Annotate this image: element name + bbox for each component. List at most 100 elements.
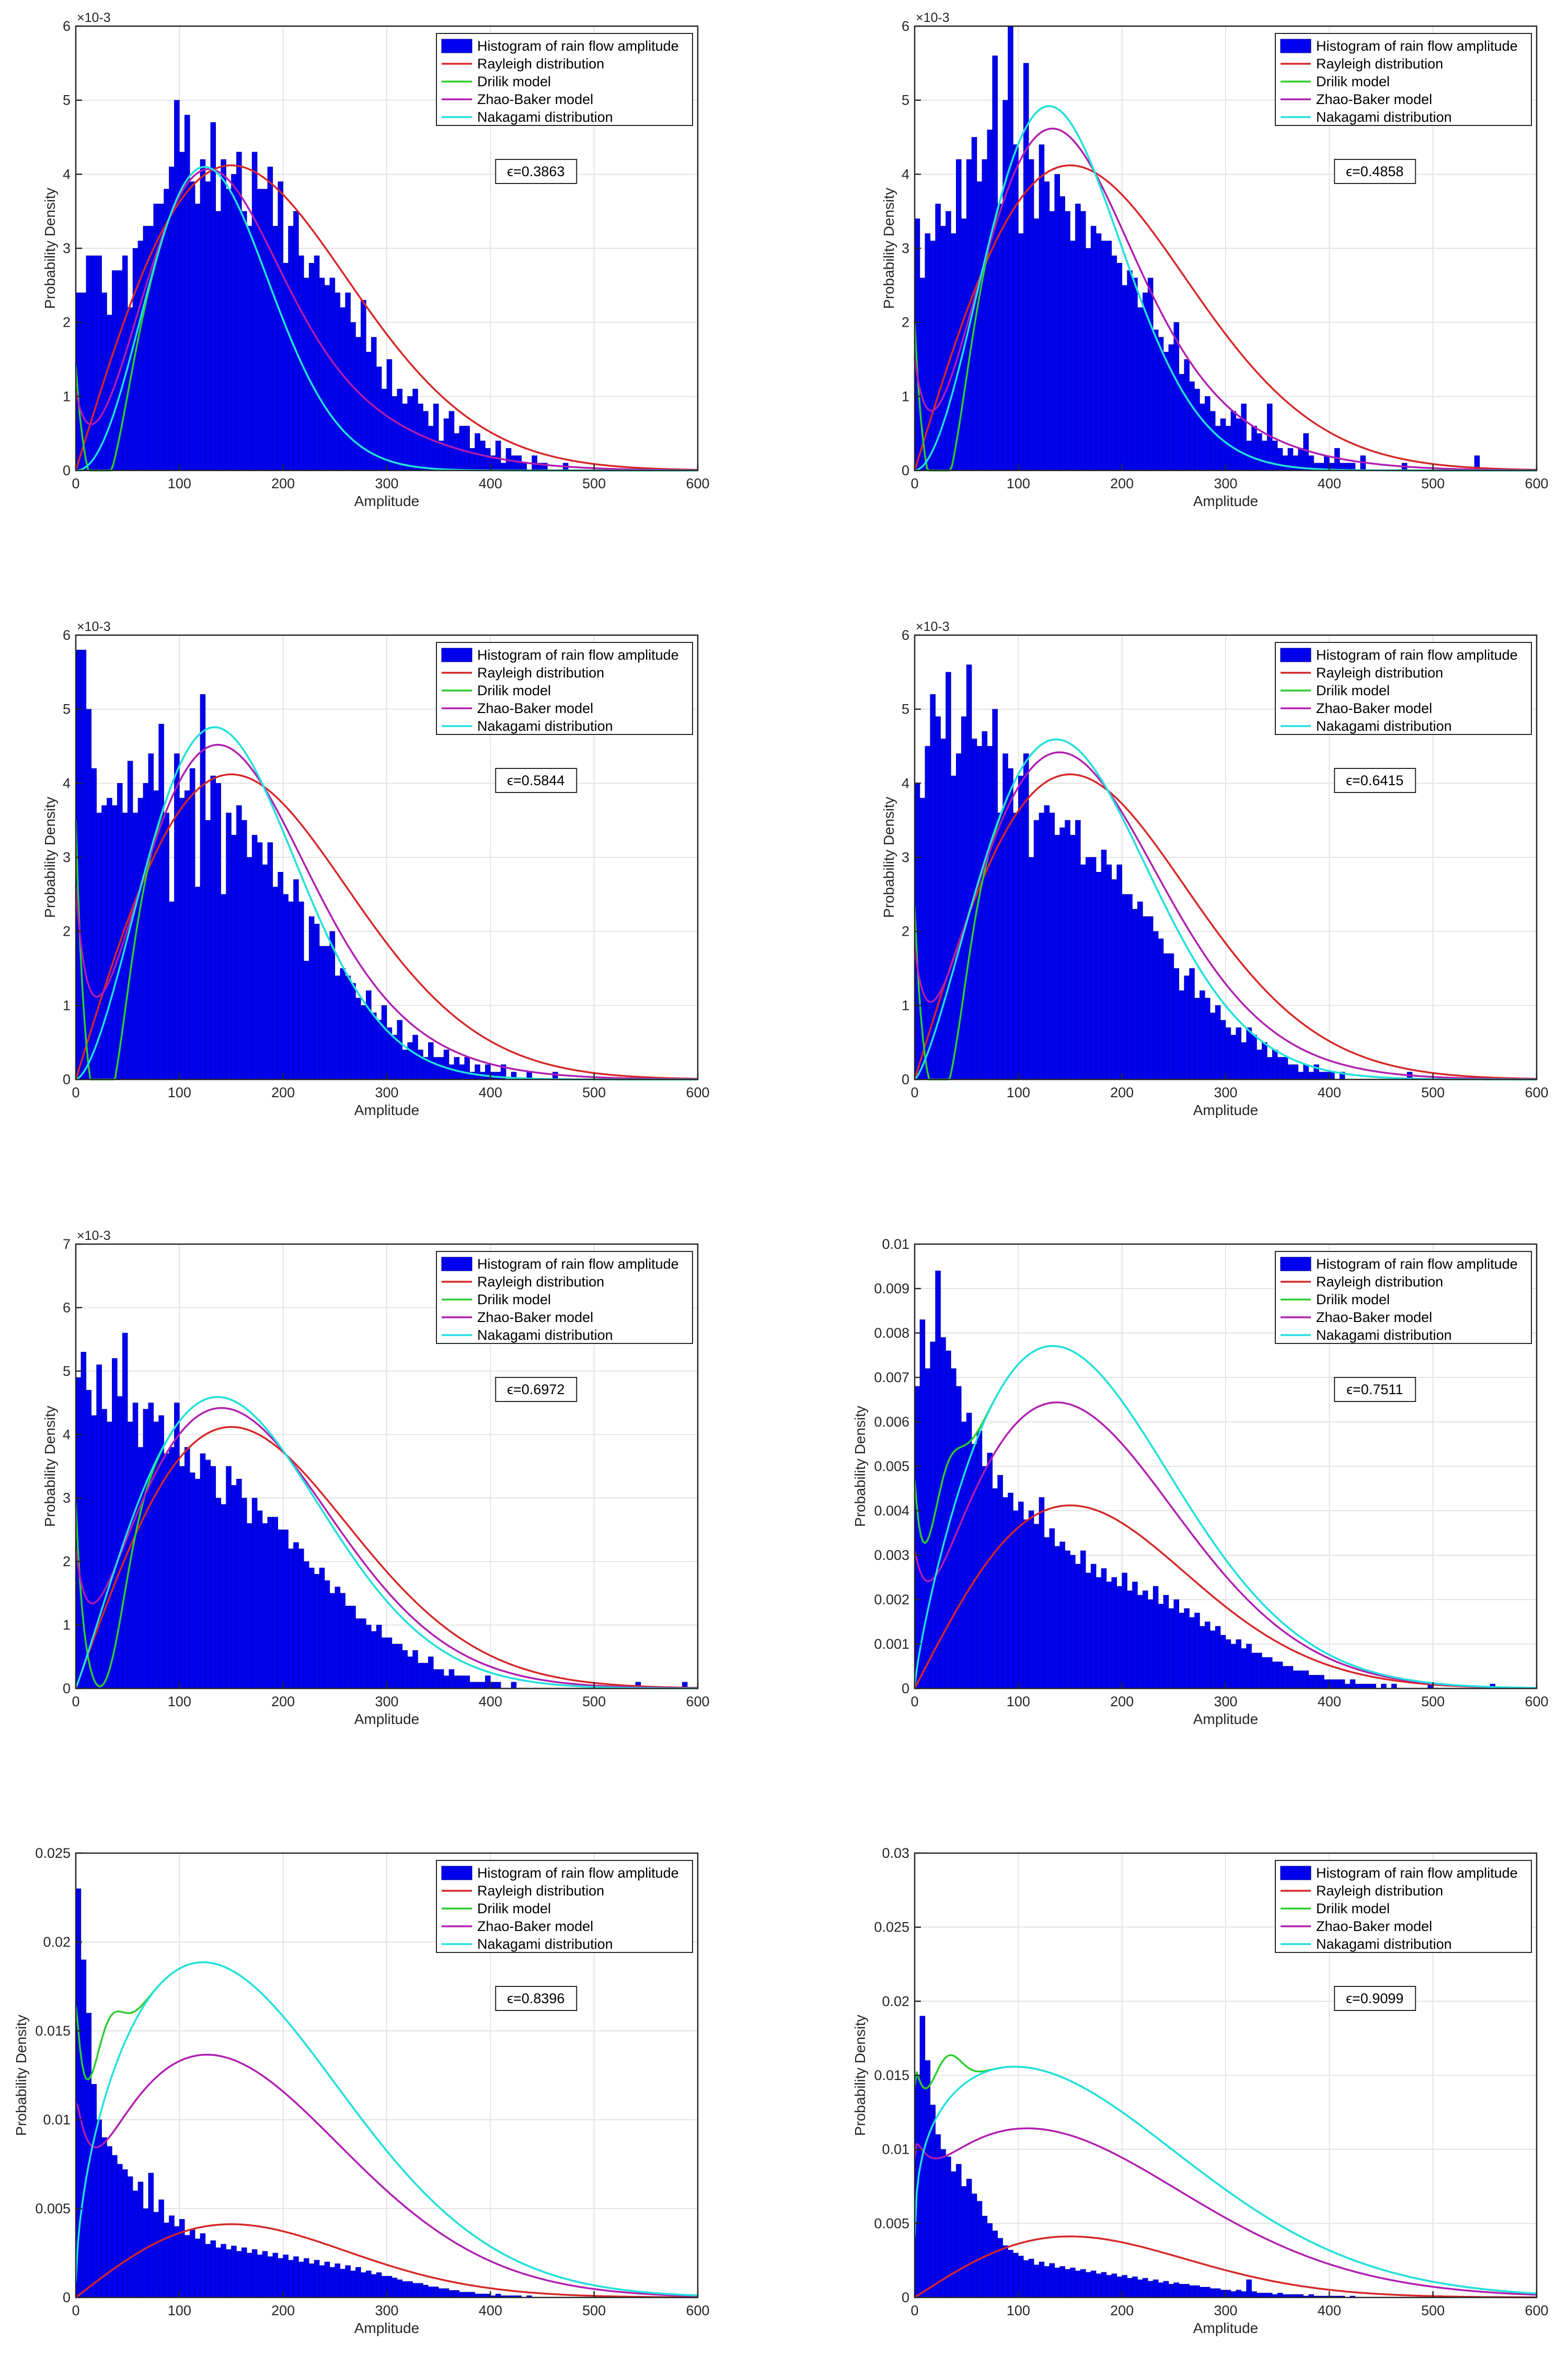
histogram-bar (148, 1403, 154, 1689)
legend-entry: Zhao-Baker model (477, 700, 593, 716)
histogram-bar (1179, 2284, 1184, 2298)
legend-entry: Drilik model (477, 1292, 551, 1307)
histogram-bar (1205, 2286, 1210, 2298)
histogram-bar (982, 731, 988, 1080)
legend-entry: Nakagami distribution (477, 718, 613, 734)
histogram-bar (997, 1475, 1003, 1689)
y-tick-label: 0 (902, 1681, 909, 1696)
y-tick-label: 1 (63, 388, 71, 404)
histogram-bar (443, 2288, 449, 2298)
histogram-bar (386, 1637, 393, 1689)
histogram-bar (1236, 1027, 1242, 1080)
x-tick-label: 0 (910, 476, 918, 491)
histogram-bar (1116, 2277, 1122, 2298)
y-tick-label: 6 (63, 1300, 71, 1315)
legend-swatch-histogram (1280, 648, 1311, 662)
histogram-bar (407, 396, 413, 471)
histogram-bar (335, 292, 341, 471)
y-tick-label: 2 (63, 1554, 71, 1569)
histogram-bar (319, 2265, 325, 2298)
histogram-bar (1101, 2272, 1107, 2298)
histogram-bar (283, 2255, 289, 2298)
histogram-bar (1039, 144, 1045, 471)
legend-entry: Zhao-Baker model (477, 91, 593, 107)
histogram-bar (308, 263, 315, 471)
histogram-bar (475, 1682, 480, 1689)
curve-rayleigh (75, 773, 698, 1080)
legend-entry: Drilik model (477, 1901, 551, 1916)
histogram-bar (1225, 1027, 1231, 1080)
x-tick-label: 400 (479, 1085, 502, 1100)
histogram-bar (1293, 1670, 1299, 1689)
histogram-bar (1106, 1581, 1112, 1689)
legend-entry: Nakagami distribution (1316, 1936, 1452, 1952)
x-tick-label: 600 (1525, 476, 1548, 491)
histogram-bar (86, 709, 92, 1080)
x-tick-label: 500 (582, 1694, 606, 1709)
histogram-bar (1298, 1670, 1304, 1689)
histogram-bar (1008, 26, 1013, 471)
histogram-bar (1033, 820, 1040, 1080)
y-axis-exponent: ×10-3 (77, 10, 111, 25)
histogram-bar (418, 2283, 423, 2298)
histogram-bar (1303, 1064, 1309, 1080)
histogram-bar (210, 122, 216, 471)
histogram-bar (516, 455, 522, 471)
histogram-bar (329, 1593, 336, 1689)
histogram-bar (925, 1368, 931, 1689)
y-tick-label: 0 (63, 1072, 71, 1087)
histogram-bar (164, 2222, 169, 2298)
histogram-bar (226, 812, 232, 1080)
histogram-bar (1189, 968, 1195, 1080)
histogram-bar (1319, 1675, 1324, 1689)
histogram-bar (402, 2281, 408, 2298)
histogram-bar (1256, 1652, 1262, 1689)
histogram-bar (464, 1675, 470, 1689)
histogram-bar (1023, 2260, 1029, 2298)
histogram-bar (1179, 1613, 1184, 1689)
histogram-bar (107, 1421, 112, 1689)
histogram-bar (971, 1444, 977, 1689)
histogram-bar (956, 2164, 962, 2298)
x-tick-label: 100 (1007, 1694, 1030, 1709)
histogram-bar (345, 1605, 351, 1689)
x-tick-label: 0 (72, 1694, 79, 1709)
histogram-bar (397, 388, 403, 471)
legend-entry: Histogram of rain flow amplitude (477, 38, 679, 54)
histogram-bar (215, 2247, 221, 2298)
histogram-bar (1230, 1035, 1237, 1080)
histogram-bar (319, 1567, 325, 1689)
histogram-bar (107, 2146, 112, 2298)
histogram-bar (469, 2292, 475, 2298)
histogram-bar (241, 820, 247, 1080)
histogram-bar (1044, 181, 1050, 471)
histogram-bar (495, 1072, 501, 1080)
legend-entry: Rayleigh distribution (1316, 1274, 1443, 1290)
histogram-bar (1225, 426, 1231, 471)
x-tick-label: 600 (1525, 1694, 1548, 1709)
histogram-bar (366, 2270, 372, 2298)
x-tick-label: 500 (1421, 2303, 1445, 2318)
y-tick-label: 0.01 (882, 1236, 909, 1252)
legend-entry: Zhao-Baker model (1316, 1309, 1432, 1325)
histogram-bar (231, 1485, 237, 1689)
histogram-bar (272, 1516, 279, 1689)
histogram-bar (1205, 1622, 1210, 1689)
histogram-bar (355, 997, 361, 1080)
y-tick-label: 0 (902, 1072, 909, 1087)
histogram-bar (381, 1637, 387, 1689)
histogram-bar (1220, 2290, 1226, 2298)
histogram-bar (314, 924, 320, 1080)
histogram-bar (987, 2223, 993, 2298)
histogram-bar (231, 174, 237, 471)
histogram-bar (1137, 901, 1143, 1080)
histogram-bar (376, 1625, 382, 1689)
histogram-bar (164, 812, 169, 1080)
histogram-bar (298, 901, 304, 1080)
y-tick-label: 2 (63, 924, 71, 939)
histogram-bar (288, 1548, 294, 1689)
histogram-bar (189, 2229, 195, 2298)
histogram-bar (1049, 211, 1055, 471)
histogram-bar (381, 2275, 387, 2298)
legend-box (1275, 33, 1532, 126)
